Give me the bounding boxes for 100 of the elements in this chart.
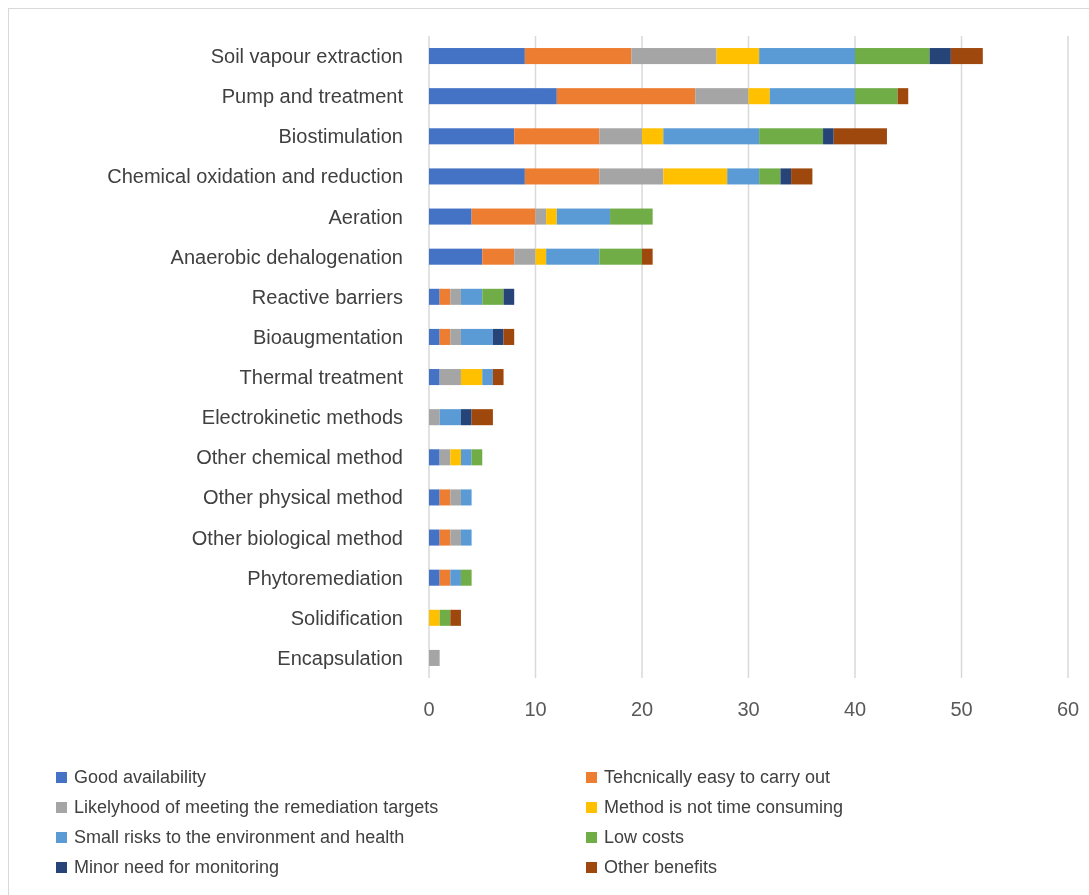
bar [429,88,557,105]
bar [460,409,472,426]
bar [429,449,440,466]
bar [492,369,504,386]
bar [429,529,440,546]
bar [460,369,483,386]
y-tick-label: Pump and treatment [221,85,404,108]
bar [610,208,653,225]
bar [439,569,451,586]
bar [599,168,664,185]
bar [439,449,451,466]
bar [503,288,515,305]
bar [855,88,898,105]
legend-label: Other benefits [604,857,718,877]
bar [503,328,515,345]
bar [460,288,483,305]
bar [450,529,461,546]
x-tick-label: 40 [843,698,867,720]
y-tick-label: Solidification [290,606,403,629]
bar [429,128,515,145]
x-tick-label: 60 [1056,698,1080,720]
bar [450,328,461,345]
legend-label: Minor need for monitoring [74,857,280,877]
bar [642,128,664,145]
bar [429,208,472,225]
bar [535,208,547,225]
y-tick-label: Anaerobic dehalogenation [170,245,403,268]
bar [556,88,696,105]
y-tick-label: Aeration [328,205,403,228]
legend-label: Small risks to the environment and health [74,827,405,847]
bar [514,128,600,145]
bar [716,48,760,65]
bar [471,208,536,225]
bar [556,208,611,225]
bar [482,288,504,305]
bar [460,529,472,546]
bar [482,248,515,265]
bar [460,328,493,345]
bar [546,208,557,225]
bar [439,489,451,506]
bar [759,168,781,185]
bar [663,168,728,185]
bar [897,88,909,105]
bar [599,128,642,145]
bar [439,529,451,546]
bar [482,369,493,386]
y-tick-label: Other biological method [191,526,403,549]
bar [727,168,760,185]
y-tick-label: Encapsulation [277,646,403,669]
bar [450,449,461,466]
bar [599,248,642,265]
y-tick-label: Chemical oxidation and reduction [107,165,403,188]
y-tick-label: Biostimulation [278,125,403,148]
bar [429,288,440,305]
bar [439,288,451,305]
bar [759,48,855,65]
bar [855,48,930,65]
bar [429,168,525,185]
bar [514,248,536,265]
bar [460,569,472,586]
bar [663,128,760,145]
bar [642,248,653,265]
bar [450,489,461,506]
bar [546,248,600,265]
bar [748,88,770,105]
bar [929,48,951,65]
bar [429,409,440,426]
bar [429,609,440,626]
bar [524,48,632,65]
legend-label: Tehcnically easy to carry out [604,767,831,787]
y-tick-label: Other chemical method [196,446,403,469]
x-tick-label: 0 [423,698,435,720]
bar [780,168,792,185]
y-tick-label: Other physical method [202,486,403,509]
bar [492,328,504,345]
bar [439,409,461,426]
bar [471,409,493,426]
legend-label: Good availability [74,767,207,787]
bar [439,369,461,386]
bar [791,168,813,185]
x-tick-label: 20 [630,698,654,720]
y-tick-label: Electrokinetic methods [201,406,403,429]
bar [833,128,887,145]
legend-label: Method is not time consuming [604,797,844,817]
bar [524,168,600,185]
bar [769,88,855,105]
bar [450,609,461,626]
bar [460,489,472,506]
bar [429,649,440,666]
y-tick-label: Reactive barriers [251,285,403,308]
bar [439,328,451,345]
legend-label: Likelyhood of meeting the remediation targets [74,797,439,817]
x-tick-label: 30 [737,698,760,720]
legend-label: Low costs [604,827,685,847]
bar [439,609,451,626]
bar [450,288,461,305]
bar [429,369,440,386]
x-tick-label: 10 [524,698,547,720]
bar [429,48,525,65]
x-tick-label: 50 [950,698,973,720]
